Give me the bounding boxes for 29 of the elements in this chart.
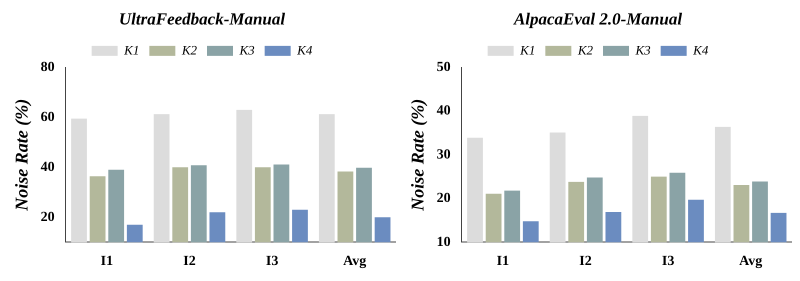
- y-tick-label: 50: [436, 60, 451, 76]
- x-tick-label: I2: [183, 254, 196, 270]
- x-tick-label: Avg: [739, 254, 762, 270]
- y-axis-title: Noise Rate (%): [407, 98, 428, 212]
- y-tick-label: 10: [436, 234, 451, 250]
- x-tick-label: I3: [266, 254, 278, 270]
- legend-label: K4: [692, 42, 709, 58]
- y-tick-label: 60: [40, 110, 55, 125]
- legend-label: K3: [238, 42, 256, 58]
- x-tick-label: I1: [496, 254, 510, 270]
- y-tick-label: 80: [40, 60, 55, 76]
- chart-title: AlpacaEval 2.0-Manual: [512, 10, 682, 29]
- legend-label: K1: [519, 42, 536, 58]
- y-tick-label: 20: [40, 210, 55, 225]
- y-tick-label: 20: [436, 191, 451, 206]
- y-tick-label: 40: [436, 104, 451, 119]
- x-tick-label: Avg: [343, 254, 366, 270]
- y-axis-title: Noise Rate (%): [11, 98, 32, 212]
- legend-label: K3: [634, 42, 652, 58]
- y-tick-label: 30: [436, 147, 451, 162]
- x-tick-label: I1: [100, 254, 114, 270]
- legend-label: K2: [180, 42, 198, 58]
- y-tick-label: 40: [40, 160, 55, 175]
- chart-title: UltraFeedback-Manual: [118, 10, 286, 29]
- x-tick-label: I2: [579, 254, 592, 270]
- x-tick-label: I3: [662, 254, 674, 270]
- legend-label: K4: [296, 42, 313, 58]
- legend-label: K2: [576, 42, 594, 58]
- legend-label: K1: [123, 42, 140, 58]
